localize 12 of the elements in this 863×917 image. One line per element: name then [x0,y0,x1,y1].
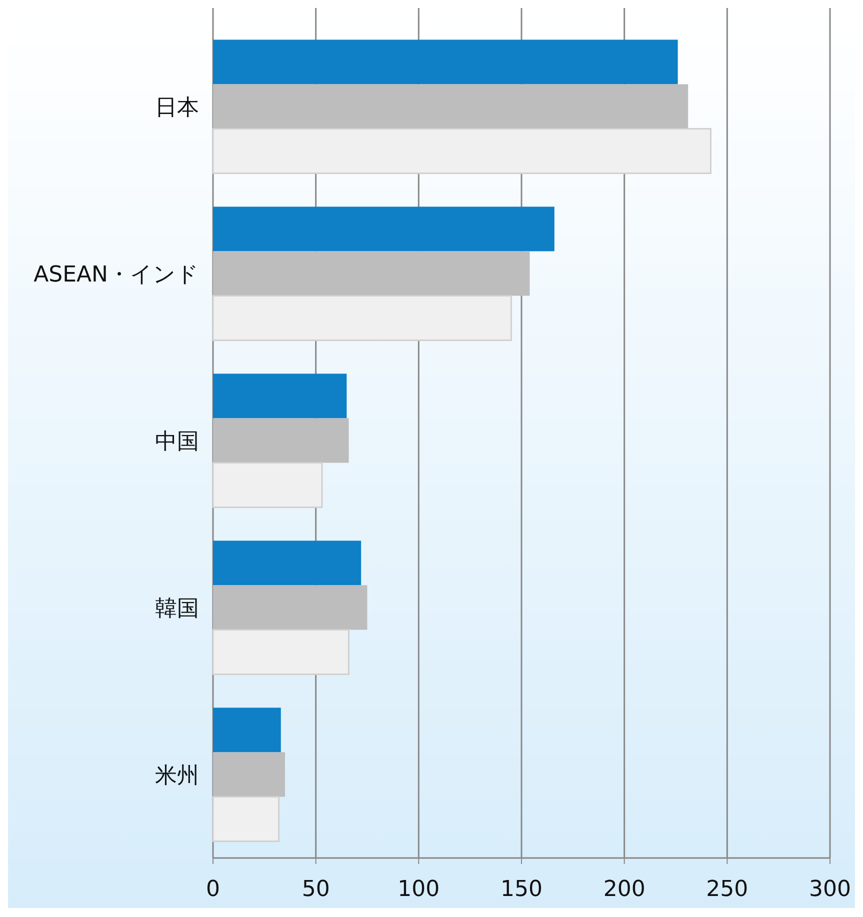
x-tick-label: 300 [809,877,851,902]
y-tick-label: 韓国 [155,596,199,622]
x-tick-label: 250 [706,877,748,902]
x-tick-label: 100 [398,877,440,902]
y-tick-label: 米州 [155,764,199,788]
y-tick-label: 中国 [155,430,199,454]
x-tick-label: 50 [302,877,330,902]
x-tick-label: 150 [500,877,542,902]
x-tick-label: 0 [206,877,220,902]
y-tick-label: ASEAN・インド [34,262,199,288]
y-tick-label: 日本 [155,96,199,120]
x-tick-label: 200 [603,877,646,902]
